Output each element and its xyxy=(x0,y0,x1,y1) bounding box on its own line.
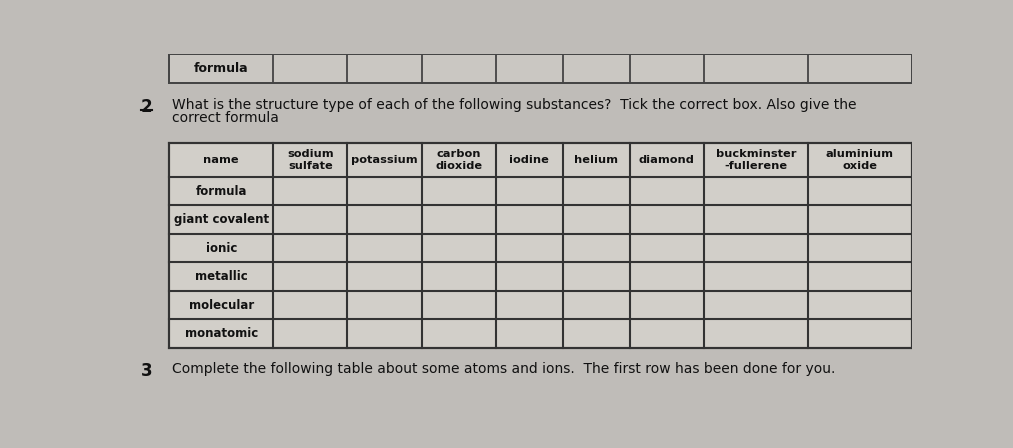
Text: giant covalent: giant covalent xyxy=(173,213,268,226)
Text: iodine: iodine xyxy=(510,155,549,165)
Bar xyxy=(169,143,912,348)
Text: 3: 3 xyxy=(141,362,153,380)
Text: helium: helium xyxy=(574,155,618,165)
Text: buckminster
-fullerene: buckminster -fullerene xyxy=(715,149,796,171)
Text: formula: formula xyxy=(196,185,247,198)
Text: aluminium
oxide: aluminium oxide xyxy=(826,149,893,171)
Text: What is the structure type of each of the following substances?  Tick the correc: What is the structure type of each of th… xyxy=(171,99,856,112)
Text: Complete the following table about some atoms and ions.  The first row has been : Complete the following table about some … xyxy=(171,362,835,376)
Bar xyxy=(169,54,912,83)
Text: potassium: potassium xyxy=(352,155,418,165)
Text: diamond: diamond xyxy=(639,155,695,165)
Text: sodium
sulfate: sodium sulfate xyxy=(287,149,333,171)
Text: name: name xyxy=(204,155,239,165)
Text: carbon
dioxide: carbon dioxide xyxy=(436,149,482,171)
Text: molecular: molecular xyxy=(188,299,254,312)
Text: metallic: metallic xyxy=(194,270,247,283)
Text: formula: formula xyxy=(193,62,248,75)
Text: ionic: ionic xyxy=(206,241,237,254)
Text: monatomic: monatomic xyxy=(184,327,258,340)
Text: 2: 2 xyxy=(141,99,153,116)
Text: correct formula: correct formula xyxy=(171,111,279,125)
